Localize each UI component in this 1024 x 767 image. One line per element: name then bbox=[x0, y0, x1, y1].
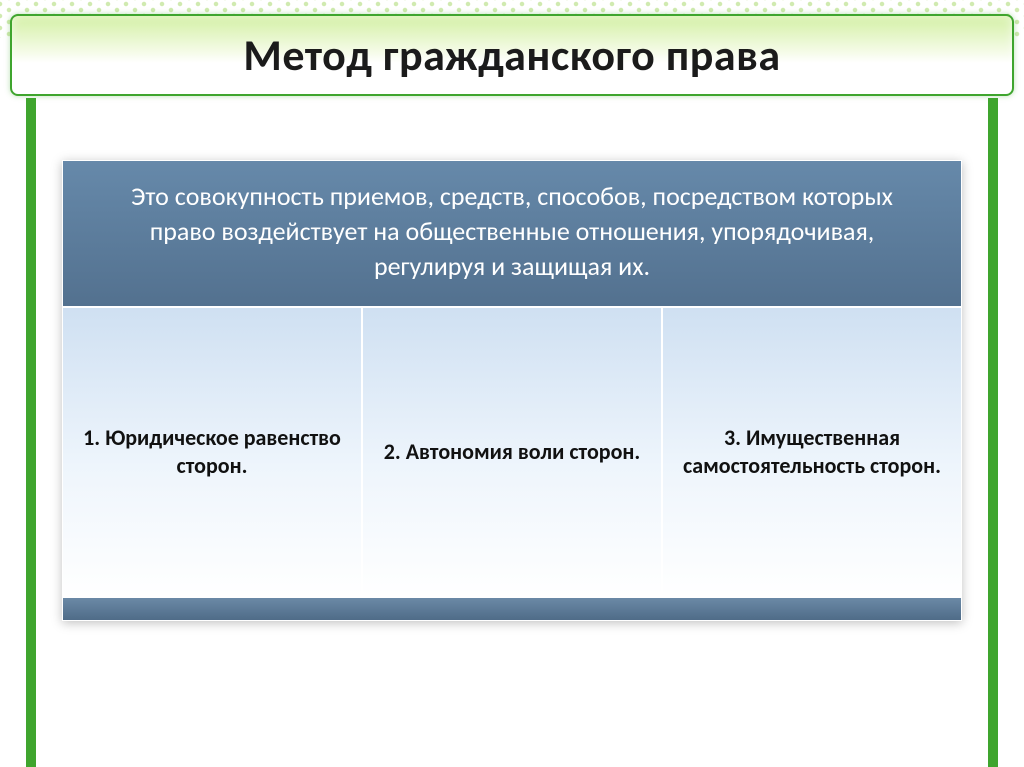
principle-text-1: 1. Юридическое равенство сторон. bbox=[77, 424, 347, 481]
principle-cell-3: 3. Имущественная самостоятельность сторо… bbox=[663, 308, 961, 596]
title-bar: Метод гражданского права bbox=[10, 14, 1014, 96]
table-footer-strip bbox=[63, 596, 961, 620]
principle-cell-2: 2. Автономия воли сторон. bbox=[363, 308, 663, 596]
principle-text-3: 3. Имущественная самостоятельность сторо… bbox=[677, 424, 947, 481]
left-rail bbox=[26, 98, 36, 767]
right-rail bbox=[988, 98, 998, 767]
slide-title: Метод гражданского права bbox=[243, 28, 780, 82]
principle-cell-1: 1. Юридическое равенство сторон. bbox=[63, 308, 363, 596]
definition-box: Это совокупность приемов, средств, спосо… bbox=[63, 161, 961, 308]
slide: Метод гражданского права Это совокупност… bbox=[0, 0, 1024, 767]
content-table: Это совокупность приемов, средств, спосо… bbox=[62, 160, 962, 621]
principles-row: 1. Юридическое равенство сторон. 2. Авто… bbox=[63, 308, 961, 596]
principle-text-2: 2. Автономия воли сторон. bbox=[384, 438, 641, 467]
